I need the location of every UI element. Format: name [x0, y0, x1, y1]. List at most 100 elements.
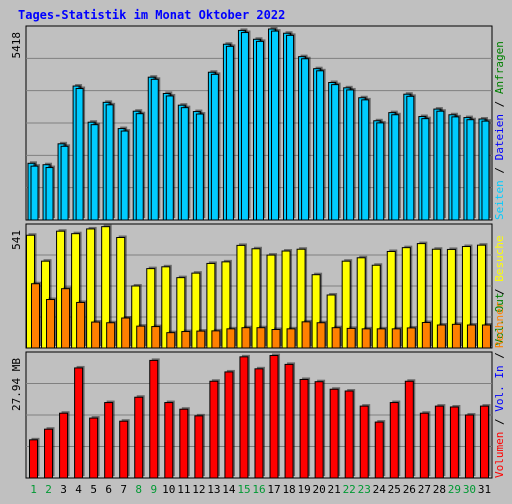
visits-bar	[431, 248, 441, 349]
files-bar	[286, 34, 295, 221]
files-bar	[255, 40, 264, 221]
visits-bar	[236, 244, 246, 349]
files-bar	[75, 88, 84, 221]
volume-bar	[389, 402, 399, 479]
hosts-bar	[406, 327, 416, 349]
volume-bar	[284, 363, 294, 479]
visits-bar	[176, 277, 186, 349]
volume-bar	[314, 381, 324, 479]
volume-bar	[254, 368, 264, 479]
x-tick-label: 6	[105, 483, 112, 496]
x-tick-label: 26	[403, 483, 416, 496]
volume-bar	[59, 412, 69, 479]
hosts-bar	[286, 328, 296, 349]
x-tick-label: 7	[120, 483, 127, 496]
volume-bar	[44, 428, 54, 479]
volume-bar	[134, 396, 144, 479]
hosts-bar	[181, 331, 191, 349]
visits-bar	[206, 262, 216, 349]
hosts-bar	[121, 317, 131, 349]
x-tick-label: 22	[343, 483, 356, 496]
volume-bar	[194, 415, 204, 479]
files-bar	[240, 32, 249, 221]
volume-bar	[149, 359, 159, 479]
volume-bar	[329, 388, 339, 479]
hosts-bar	[76, 301, 86, 349]
x-tick-label: 8	[135, 483, 142, 496]
volume-bar	[359, 405, 369, 479]
volume-bar	[419, 412, 429, 479]
x-tick-label: 29	[448, 483, 461, 496]
hosts-bar	[361, 328, 371, 349]
visits-bar	[281, 250, 291, 349]
files-bar	[376, 122, 385, 221]
files-bar	[195, 113, 204, 221]
files-bar	[436, 110, 445, 221]
files-bar	[406, 95, 415, 221]
x-tick-label: 10	[162, 483, 175, 496]
files-bar	[45, 167, 54, 221]
hosts-bar	[421, 322, 431, 349]
files-bar	[331, 84, 340, 221]
hosts-bar	[391, 328, 401, 349]
files-bar	[391, 114, 400, 221]
visits-bar	[476, 244, 486, 349]
visits-bar	[386, 250, 396, 349]
volume-bar	[209, 380, 219, 479]
files-bar	[210, 73, 219, 221]
x-tick-label: 13	[207, 483, 220, 496]
legend-entry: Seiten	[493, 180, 506, 220]
hosts-bar	[226, 328, 236, 349]
hosts-bar	[256, 327, 266, 349]
hosts-bar	[151, 326, 161, 349]
visits-bar	[116, 237, 126, 349]
requests-legend: Seiten / Dateien / Anfragen	[493, 41, 506, 220]
volume-bar	[164, 402, 174, 479]
visits-y-max-label: 541	[10, 230, 23, 250]
hosts-bar	[436, 324, 446, 349]
visits-bar	[416, 243, 426, 349]
x-tick-label: 15	[237, 483, 250, 496]
visits-legend: Rechner / Besuche	[493, 235, 506, 348]
volume-bar	[464, 414, 474, 479]
volume-bar	[479, 405, 489, 479]
volume-bar	[269, 355, 279, 479]
visits-bar	[71, 233, 81, 349]
volume-bar	[404, 380, 414, 479]
legend-entry: Vol. In	[493, 365, 506, 411]
legend-entry: Volumen	[493, 432, 506, 478]
volume-bar	[239, 356, 249, 479]
volume-bar	[119, 420, 129, 479]
files-bar	[271, 30, 280, 221]
x-tick-label: 5	[90, 483, 97, 496]
files-bar	[481, 120, 490, 221]
visits-bar	[356, 257, 366, 349]
volume-bar	[29, 439, 38, 479]
x-tick-label: 23	[358, 483, 371, 496]
hosts-bar	[241, 327, 251, 349]
x-tick-label: 18	[282, 483, 295, 496]
x-tick-label: 28	[433, 483, 446, 496]
files-bar	[105, 104, 114, 221]
volume-bar	[374, 421, 384, 479]
files-bar	[301, 58, 310, 221]
files-bar	[90, 124, 99, 221]
x-tick-label: 14	[222, 483, 236, 496]
files-bar	[225, 45, 234, 221]
hosts-bar	[211, 330, 221, 349]
visits-bar	[296, 248, 306, 349]
volume-bar	[344, 390, 354, 479]
visits-bar	[371, 264, 381, 349]
files-bar	[361, 99, 370, 221]
hosts-bar	[196, 330, 206, 349]
x-tick-label: 21	[328, 483, 341, 496]
visits-bar	[446, 248, 456, 349]
x-tick-label: 3	[60, 483, 67, 496]
visits-bar	[266, 254, 276, 349]
requests-y-max-label: 5418	[10, 32, 23, 59]
volume-bar	[89, 417, 99, 479]
files-bar	[451, 116, 460, 221]
hosts-bar	[466, 324, 476, 349]
visits-bar	[161, 266, 171, 349]
visits-bar	[86, 228, 96, 349]
